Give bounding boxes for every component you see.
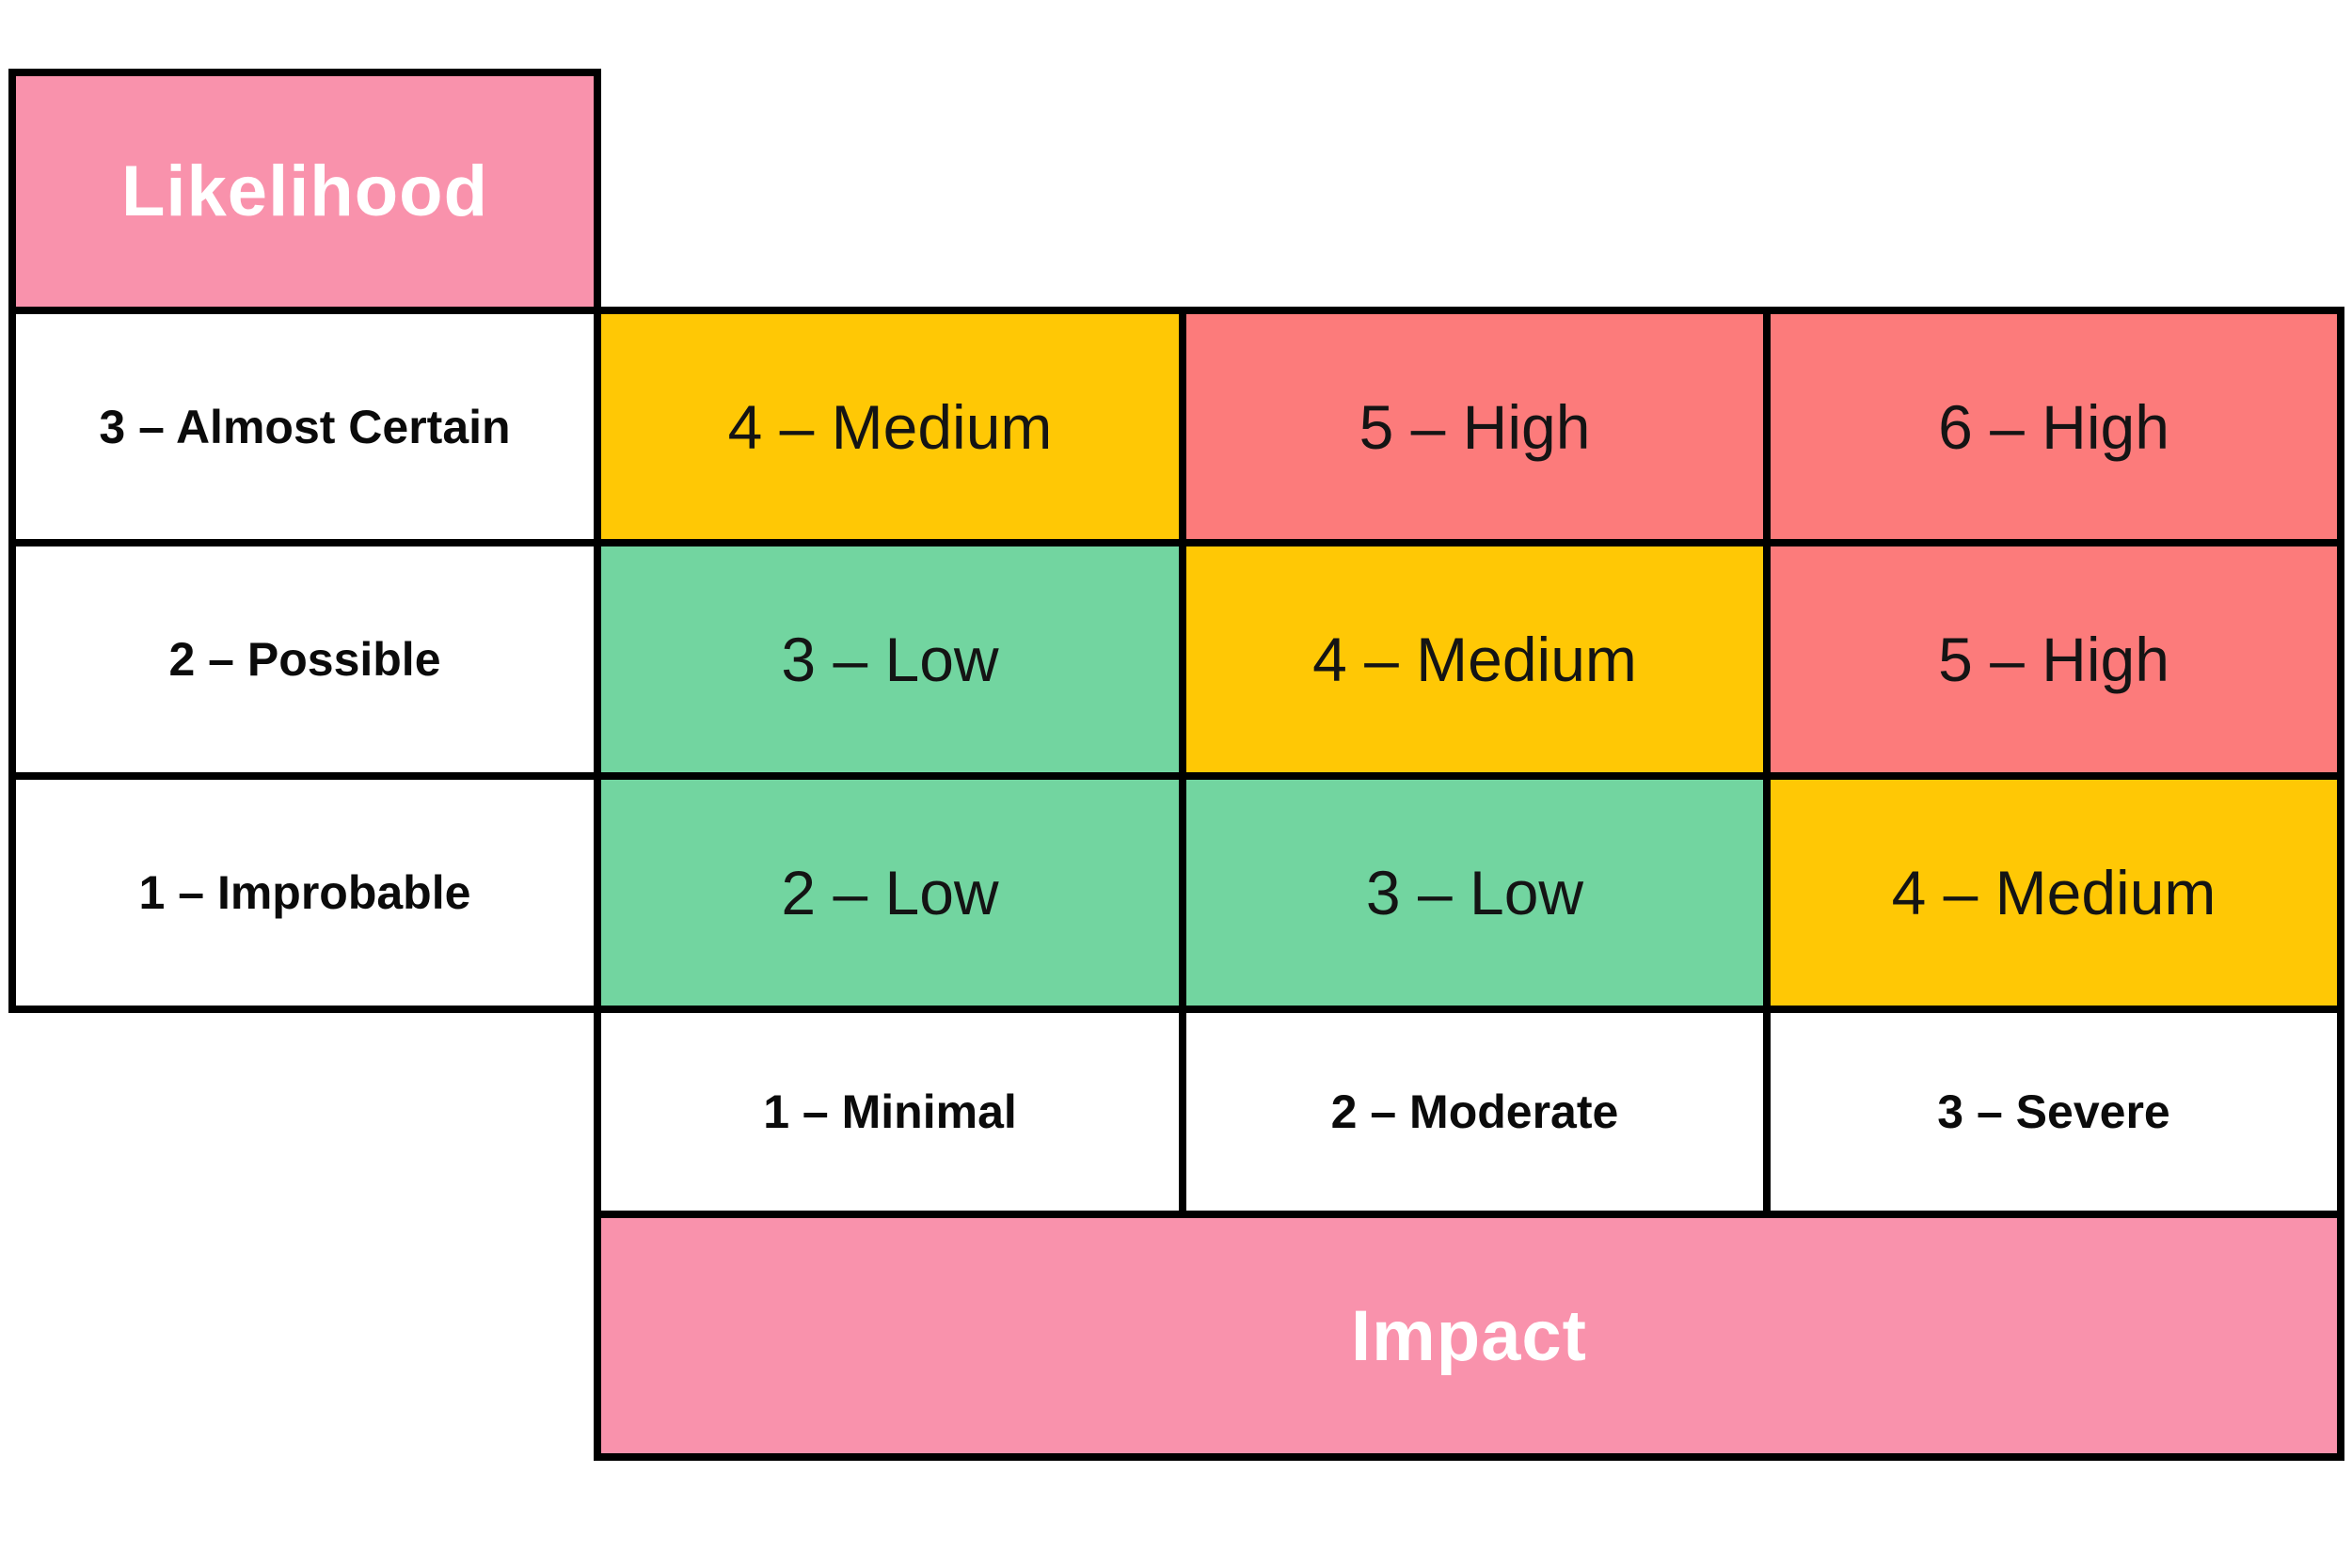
risk-cell: 3 – Low [597,543,1183,776]
likelihood-label-improbable: 1 – Improbable [12,776,597,1009]
grid-line [594,1453,2341,1461]
grid-line [8,1006,2341,1013]
grid-line [8,772,2341,780]
risk-cell: 5 – High [1183,310,1767,543]
grid-line [594,1211,2341,1218]
grid-line [8,539,2341,546]
grid-line [594,69,601,1461]
likelihood-label-almost-certain: 3 – Almost Certain [12,310,597,543]
risk-cell: 6 – High [1767,310,2341,543]
likelihood-label-possible: 2 – Possible [12,543,597,776]
risk-cell: 2 – Low [597,776,1183,1009]
impact-label-severe: 3 – Severe [1767,1009,2341,1214]
risk-cell: 4 – Medium [1183,543,1767,776]
impact-axis-header: Impact [597,1214,2341,1457]
impact-label-moderate: 2 – Moderate [1183,1009,1767,1214]
risk-cell: 5 – High [1767,543,2341,776]
grid-line [8,69,601,76]
grid-line [1179,307,1186,1218]
risk-cell: 4 – Medium [1767,776,2341,1009]
grid-line [1763,307,1771,1218]
grid-line [2337,307,2344,1461]
impact-label-minimal: 1 – Minimal [597,1009,1183,1214]
risk-cell: 4 – Medium [597,310,1183,543]
risk-cell: 3 – Low [1183,776,1767,1009]
grid-line [8,307,2341,314]
likelihood-axis-header: Likelihood [12,72,597,310]
